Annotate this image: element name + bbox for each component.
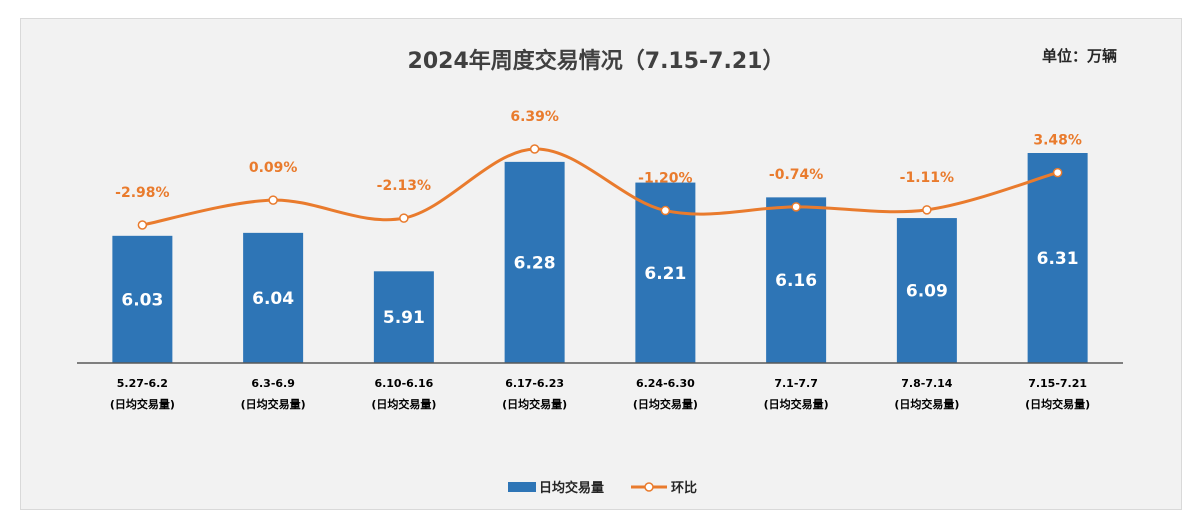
bar-value-label: 6.16 [775,271,817,291]
bar-value-label: 6.28 [514,253,556,273]
category-label: 6.17-6.23 [505,377,564,390]
category-label: 6.10-6.16 [374,377,433,390]
legend-swatch-marker [644,482,654,492]
bar-value-label: 6.09 [906,282,948,302]
chart-frame: 2024年周度交易情况（7.15-7.21） 单位：万辆 6.03 5.27-6.… [20,18,1182,510]
mom-change-label: 6.39% [510,109,559,125]
mom-change-label: 0.09% [249,160,298,176]
legend-swatch-bar [508,482,536,492]
category-sublabel: (日均交易量) [502,397,567,411]
category-sublabel: (日均交易量) [764,397,829,411]
category-label: 5.27-6.2 [117,377,168,390]
bar [896,218,957,363]
line-point [137,220,148,230]
category-sublabel: (日均交易量) [633,397,698,411]
line-point [399,213,409,223]
mom-change-line [142,147,1059,227]
mom-change-label: -2.13% [377,178,431,194]
line-point [660,205,671,216]
line-point [1052,167,1063,178]
category-label: 7.8-7.14 [901,377,953,390]
category-label: 7.1-7.7 [774,377,818,390]
bar-value-label: 6.31 [1037,249,1079,269]
category-sublabel: (日均交易量) [894,397,959,411]
bar [766,197,827,363]
category-sublabel: (日均交易量) [241,397,306,411]
bar [504,161,565,363]
mom-change-label: -1.20% [638,171,692,187]
line-point [529,144,540,154]
weekly-trade-chart: 2024年周度交易情况（7.15-7.21） 单位：万辆 6.03 5.27-6.… [77,47,1123,496]
bar-value-label: 6.04 [252,289,294,309]
bar-value-label: 6.03 [121,290,163,310]
mom-change-label: -1.11% [900,170,954,186]
bar-value-label: 5.91 [383,308,425,328]
line-point [922,205,932,215]
category-label: 6.3-6.9 [251,377,295,390]
mom-change-label: 3.48% [1033,133,1082,149]
category-sublabel: (日均交易量) [110,397,175,411]
category-sublabel: (日均交易量) [371,397,436,411]
bar-value-label: 6.21 [644,264,686,284]
unit-label: 单位：万辆 [1042,47,1117,65]
legend-label-bar: 日均交易量 [539,480,604,496]
bar [243,232,304,363]
bar [112,235,173,363]
chart-title: 2024年周度交易情况（7.15-7.21） [408,48,785,74]
category-sublabel: (日均交易量) [1025,397,1090,411]
legend-label-line: 环比 [671,480,697,496]
mom-change-label: -0.74% [769,167,823,183]
mom-change-label: -2.98% [115,185,169,201]
category-label: 7.15-7.21 [1028,377,1087,390]
line-point [268,195,278,205]
category-label: 6.24-6.30 [636,377,695,390]
bar [373,271,434,363]
line-point [791,202,801,212]
bar [1027,153,1088,363]
